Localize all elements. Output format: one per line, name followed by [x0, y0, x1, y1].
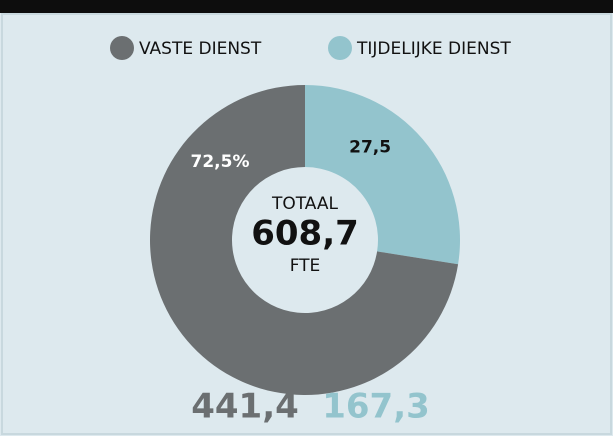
legend-swatch: [110, 36, 134, 60]
top-bar: [0, 0, 613, 13]
footer-value: 167,3: [322, 387, 430, 427]
center-label: TOTAAL: [271, 194, 339, 214]
legend-swatch: [328, 36, 352, 60]
slice-label: 72,5%: [191, 152, 250, 172]
donut-slice: [149, 85, 459, 395]
footer-value: 441,4: [191, 387, 299, 427]
frame: [1, 13, 612, 435]
center-unit: FTE: [290, 256, 321, 276]
legend-label: TIJDELIJKE DIENST: [356, 39, 511, 59]
donut-slice: [305, 85, 460, 265]
legend-label: VASTE DIENST: [139, 39, 262, 59]
slice-label: 27,5: [349, 138, 391, 158]
center-total: 608,7: [251, 214, 359, 254]
